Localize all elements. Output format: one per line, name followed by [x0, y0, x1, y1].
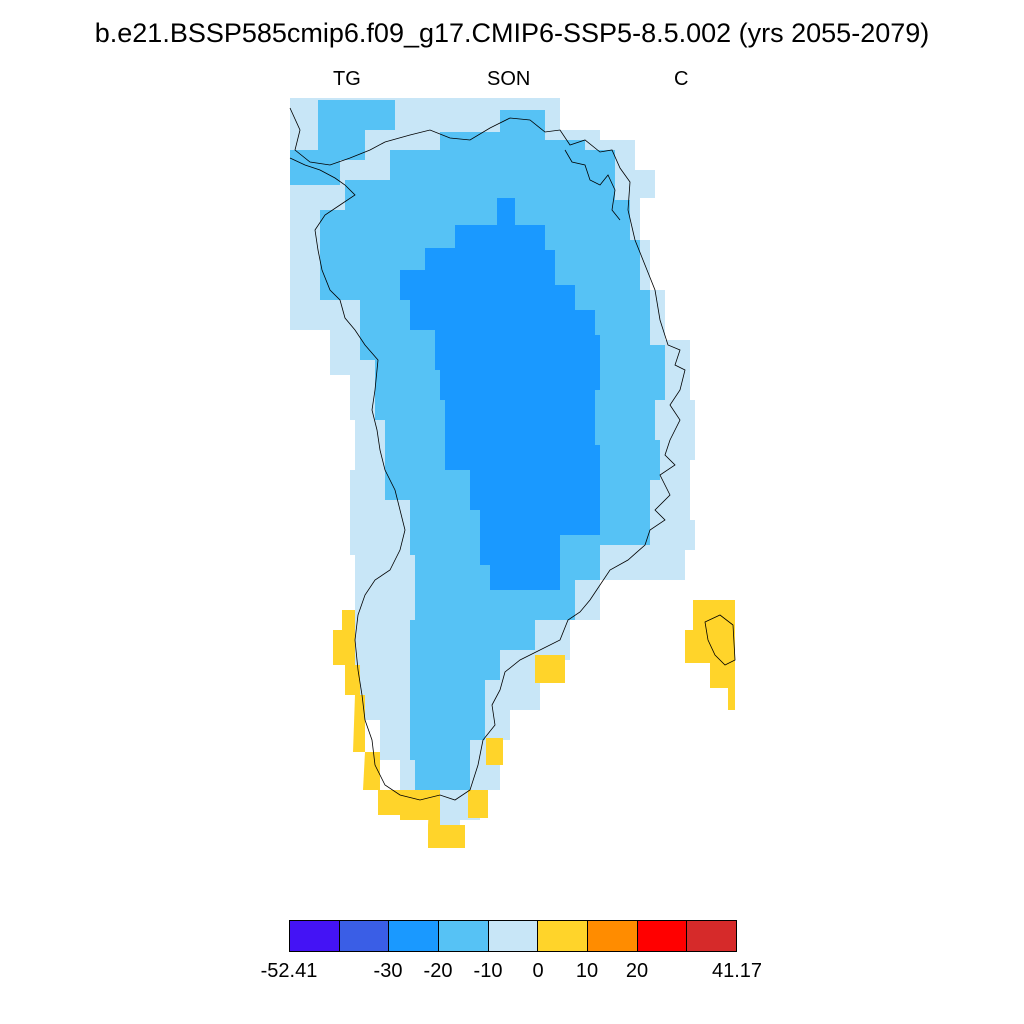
colorbar-tick-label: -20 — [423, 960, 453, 982]
coastline-east-island — [704, 614, 736, 666]
colorbar-box — [389, 921, 440, 951]
colorbar-tick-label: -10 — [473, 960, 503, 982]
colorbar-box — [339, 921, 390, 951]
colorbar — [289, 920, 737, 952]
units-label: C — [674, 68, 689, 90]
variable-label: TG — [333, 68, 361, 90]
colorbar-box — [488, 921, 539, 951]
colorbar-box — [290, 921, 340, 951]
coastline — [289, 107, 686, 801]
colorbar-box — [588, 921, 638, 951]
colorbar-tick-label: 0 — [532, 960, 544, 982]
colorbar-tick-label: 41.17 — [711, 960, 763, 982]
colorbar-tick-label: -30 — [373, 960, 403, 982]
colorbar-tick-label: -52.41 — [260, 960, 318, 982]
colorbar-box — [687, 921, 737, 951]
region-light-blue-nw — [290, 100, 395, 185]
colorbar-tick-label: 10 — [575, 960, 599, 982]
coastline-ne-islands — [564, 149, 621, 221]
region-yellow — [333, 600, 735, 848]
colorbar-box — [538, 921, 589, 951]
colorbar-box — [439, 921, 489, 951]
region-medium-blue — [400, 198, 600, 590]
colorbar-box — [637, 921, 688, 951]
season-label: SON — [487, 68, 531, 90]
plot-title: b.e21.BSSP585cmip6.f09_g17.CMIP6-SSP5-8.… — [94, 18, 930, 48]
colorbar-tick-label: 20 — [625, 960, 649, 982]
